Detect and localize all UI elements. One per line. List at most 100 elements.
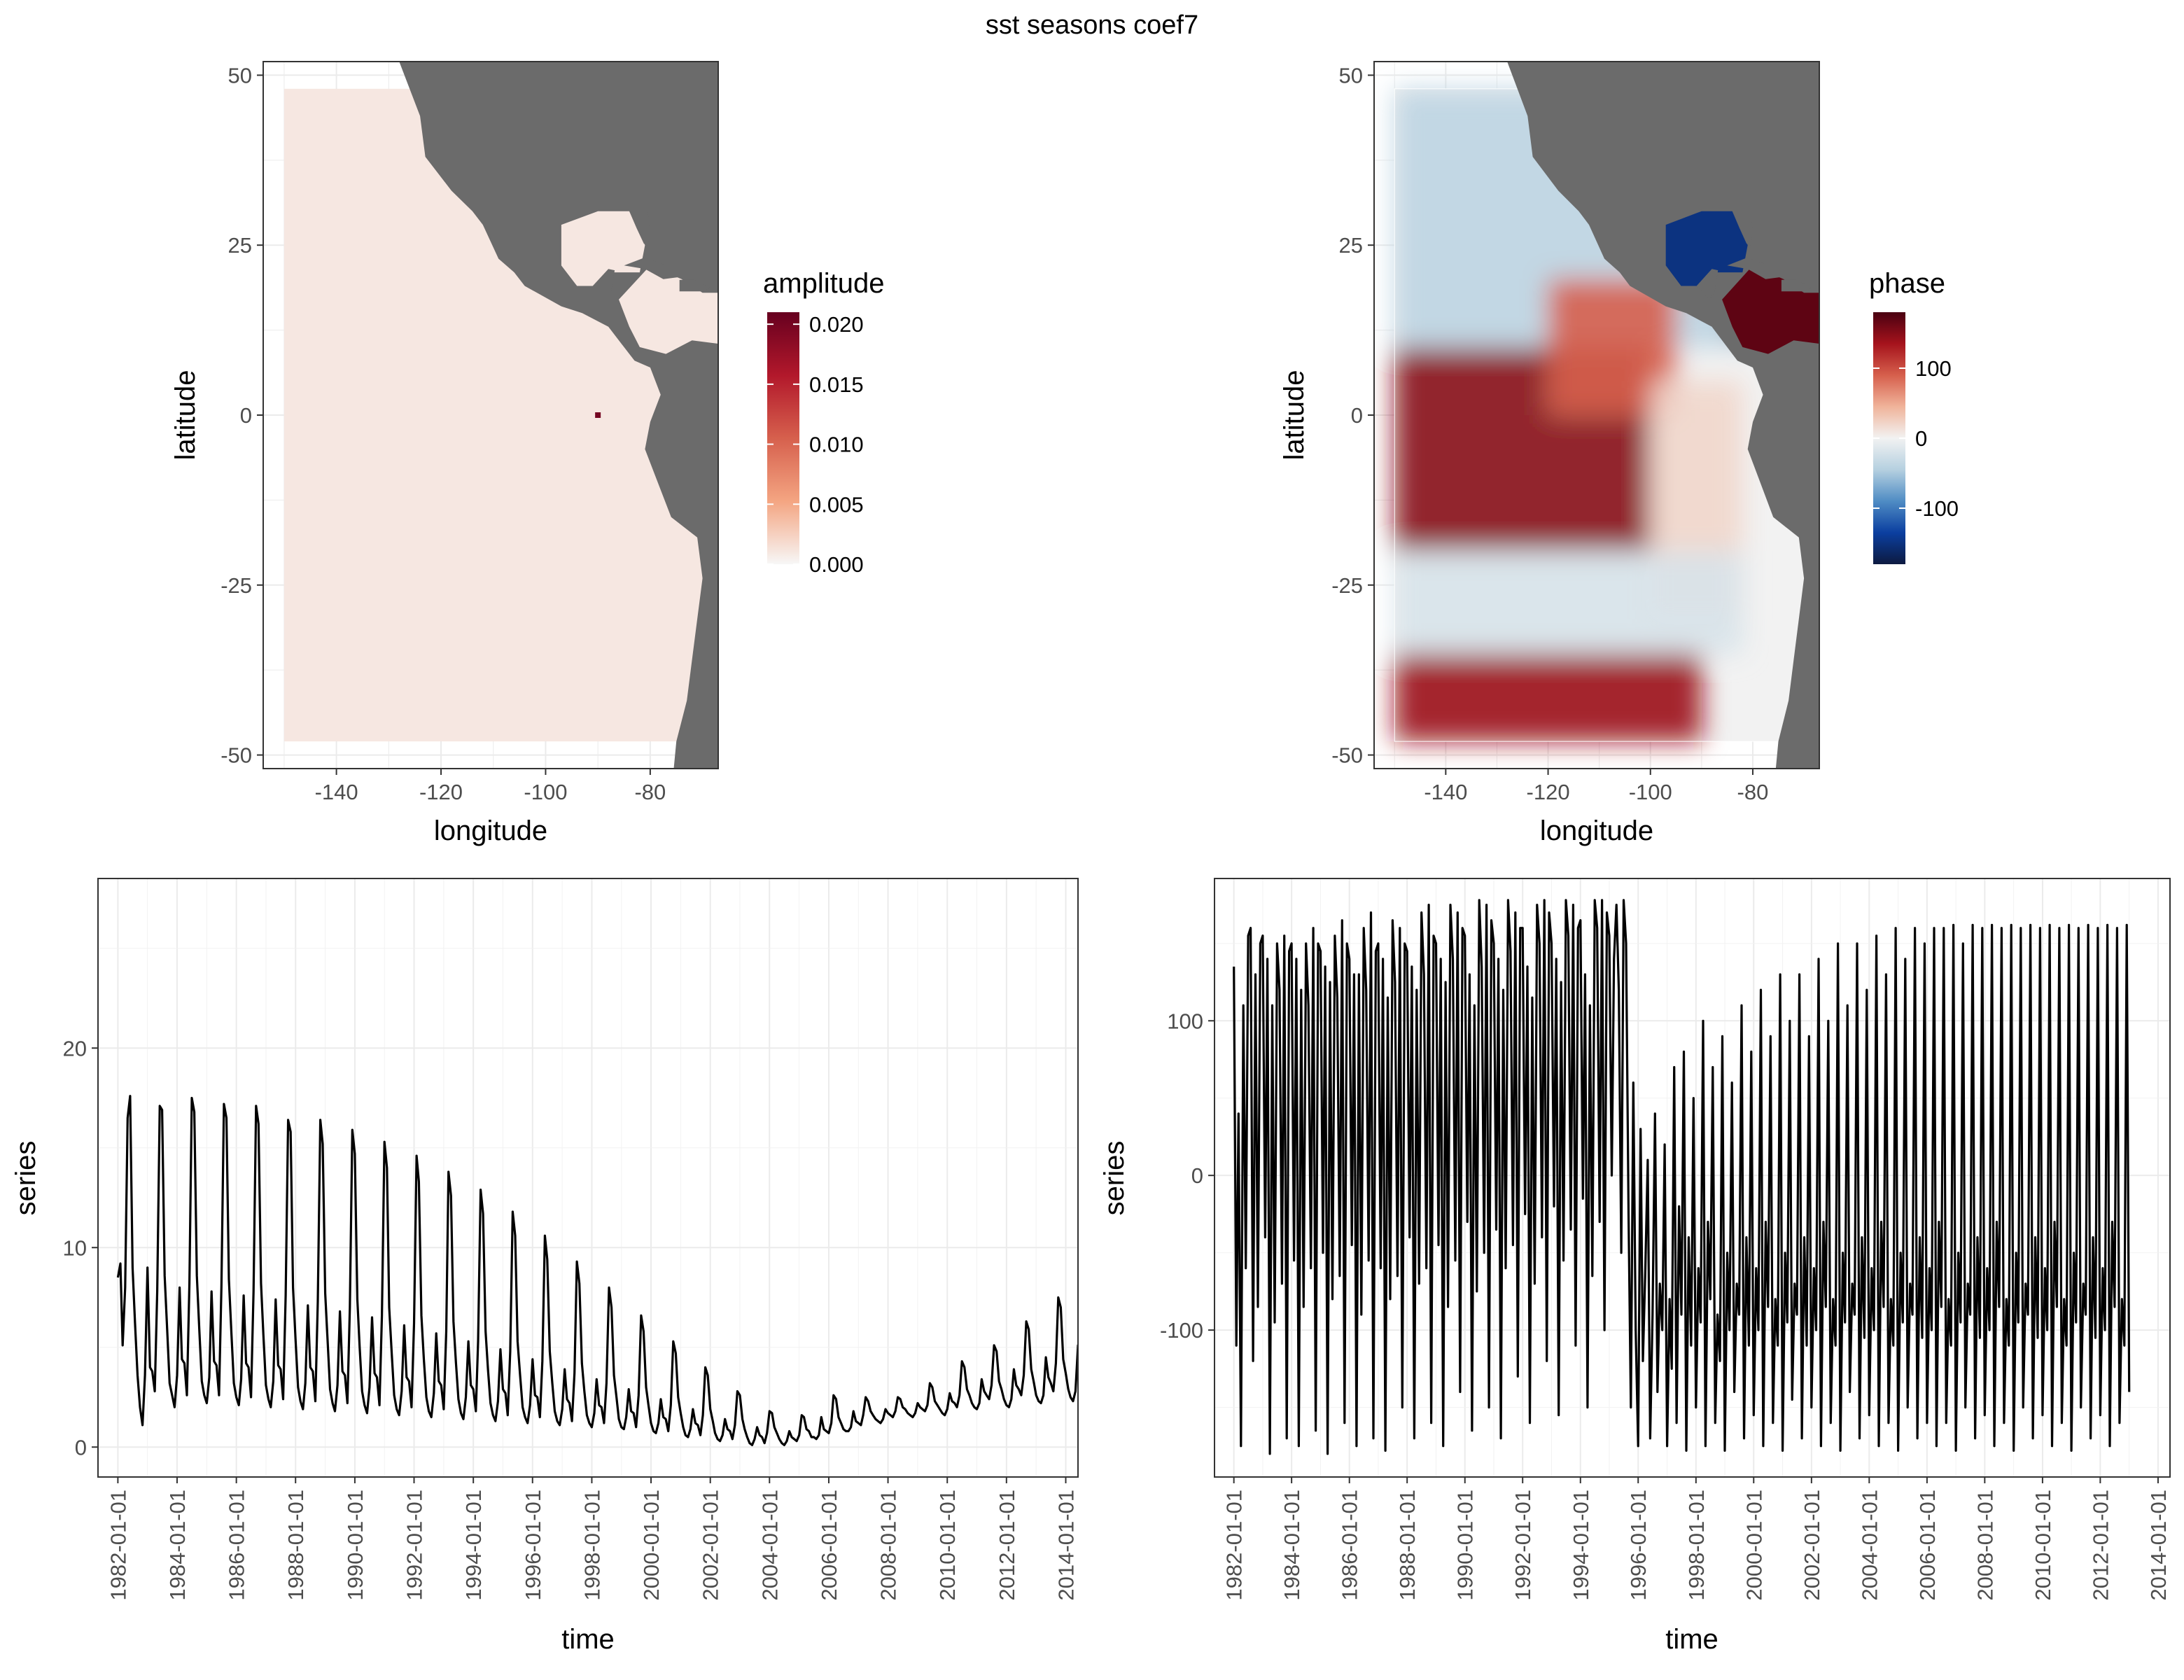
series-x-tick-label: 1994-01-01	[1569, 1490, 1593, 1601]
series-x-tick-label: 2010-01-01	[935, 1490, 960, 1601]
series-y-tick-label: 10	[63, 1236, 87, 1260]
series-x-tick-label: 1990-01-01	[1453, 1490, 1478, 1601]
series-x-tick-label: 1982-01-01	[106, 1490, 130, 1601]
colorbar-tick-label: 0.005	[809, 492, 864, 517]
phase-legend: phase -100 0 100	[1869, 268, 1959, 564]
phase-map-land	[1507, 62, 1819, 769]
series-x-tick-label: 1996-01-01	[521, 1490, 545, 1601]
map-y-tick-label: -25	[220, 573, 252, 598]
amplitude-series-y-axis-title: series	[10, 1141, 41, 1216]
series-x-tick-label: 1982-01-01	[1222, 1490, 1247, 1601]
series-x-tick-label: 2012-01-01	[2088, 1490, 2113, 1601]
series-y-tick-label: 100	[1167, 1009, 1203, 1033]
phase-map-ticks: -140 -120 -100 -80 -50 -25 0 25 50	[1331, 63, 1768, 804]
series-x-tick-label: 1988-01-01	[1395, 1490, 1420, 1601]
series-x-tick-label: 2006-01-01	[817, 1490, 841, 1601]
map-x-tick-label: -100	[1629, 780, 1672, 804]
figure-title: sst seasons coef7	[986, 10, 1198, 40]
map-x-tick-label: -120	[419, 780, 463, 804]
amplitude-hotspot	[595, 412, 601, 418]
land-hispaniola	[1781, 279, 1812, 292]
map-x-tick-label: -100	[524, 780, 567, 804]
series-x-tick-label: 2014-01-01	[2146, 1490, 2171, 1601]
series-x-tick-label: 2010-01-01	[2031, 1490, 2055, 1601]
map-y-tick-label: 25	[228, 233, 252, 258]
map-y-tick-label: 50	[1339, 63, 1363, 88]
amplitude-series-ticks: 1982-01-01 1984-01-01 1986-01-01 1988-01-01…	[63, 1036, 1079, 1600]
series-x-tick-label: 2012-01-01	[995, 1490, 1019, 1601]
series-x-tick-label: 1994-01-01	[461, 1490, 486, 1601]
series-y-tick-label: 20	[63, 1036, 87, 1060]
land-yucatan	[592, 269, 615, 300]
colorbar-tick-label: 0.020	[809, 312, 864, 337]
amplitude-map-panel: -140 -120 -100 -80 -50 -25 0 25 50 longitude lat…	[170, 61, 884, 846]
map-y-tick-label: 50	[228, 63, 252, 88]
amplitude-legend: amplitude 0.000 0.005 0.010 0.015 0.020	[763, 268, 884, 577]
series-x-tick-label: 1992-01-01	[1511, 1490, 1535, 1601]
series-x-tick-label: 1992-01-01	[402, 1490, 427, 1601]
map-x-tick-label: -140	[1424, 780, 1467, 804]
colorbar-tick-label: 100	[1915, 356, 1952, 381]
colorbar-tick-label: -100	[1915, 496, 1959, 521]
series-x-tick-label: 2004-01-01	[1857, 1490, 1882, 1601]
series-x-tick-label: 1996-01-01	[1626, 1490, 1651, 1601]
phase-region	[1394, 652, 1702, 742]
map-x-tick-label: -140	[315, 780, 358, 804]
series-x-tick-label: 2006-01-01	[1915, 1490, 1940, 1601]
map-y-tick-label: -50	[220, 743, 252, 768]
amplitude-map-y-axis-title: latitude	[170, 370, 201, 461]
series-x-tick-label: 1988-01-01	[284, 1490, 308, 1601]
phase-series-panel: 1982-01-01 1984-01-01 1986-01-01 1988-01-01…	[1099, 878, 2171, 1655]
map-x-tick-label: -80	[634, 780, 666, 804]
series-x-tick-label: 1986-01-01	[1338, 1490, 1362, 1601]
land-florida	[1732, 211, 1753, 246]
colorbar-tick-label: 0.010	[809, 433, 864, 457]
phase-series-ticks: 1982-01-01 1984-01-01 1986-01-01 1988-01-01…	[1160, 1009, 2171, 1600]
series-x-tick-label: 2014-01-01	[1054, 1490, 1079, 1601]
phase-series-x-axis-title: time	[1665, 1624, 1718, 1655]
series-x-tick-label: 1998-01-01	[1684, 1490, 1709, 1601]
series-x-tick-label: 2002-01-01	[699, 1490, 723, 1601]
land-cuba	[1727, 257, 1782, 279]
series-x-tick-label: 1998-01-01	[580, 1490, 604, 1601]
gulf-of-mexico-water	[561, 211, 645, 293]
amplitude-map-x-axis-title: longitude	[434, 816, 547, 846]
map-y-tick-label: 0	[1351, 403, 1363, 428]
amplitude-series-x-axis-title: time	[561, 1624, 615, 1655]
colorbar-tick-label: 0.000	[809, 552, 864, 577]
map-x-tick-label: -80	[1737, 780, 1769, 804]
amplitude-series-panel: 1982-01-01 1984-01-01 1986-01-01 1988-01-01…	[10, 878, 1079, 1655]
phase-map-y-axis-title: latitude	[1279, 370, 1310, 461]
map-y-tick-label: 25	[1339, 233, 1363, 258]
phase-region	[1394, 551, 1743, 653]
series-x-tick-label: 1984-01-01	[1280, 1490, 1304, 1601]
phase-map-panel: -140 -120 -100 -80 -50 -25 0 25 50 longitude lat…	[1279, 61, 1959, 846]
amplitude-series-line	[116, 1095, 1078, 1446]
amplitude-series-plot-area	[98, 878, 1078, 1477]
phase-series-panel-border	[1214, 878, 2171, 1478]
colorbar-tick-label: 0	[1915, 426, 1927, 451]
phase-legend-title: phase	[1869, 268, 1945, 299]
series-y-tick-label: 0	[75, 1435, 87, 1460]
amplitude-map-land	[399, 62, 718, 769]
map-y-tick-label: -25	[1331, 573, 1363, 598]
series-x-tick-label: 2008-01-01	[1973, 1490, 1997, 1601]
series-x-tick-label: 1986-01-01	[225, 1490, 249, 1601]
map-x-tick-label: -120	[1527, 780, 1570, 804]
land-florida	[629, 211, 650, 246]
phase-series-line	[1233, 899, 2131, 1455]
amplitude-legend-title: amplitude	[763, 268, 884, 299]
colorbar-tick-label: 0.015	[809, 372, 864, 397]
amplitude-series-gridlines	[98, 878, 1078, 1477]
series-x-tick-label: 2002-01-01	[1800, 1490, 1824, 1601]
phase-series-y-axis-title: series	[1099, 1141, 1130, 1216]
amplitude-map-ticks: -140 -120 -100 -80 -50 -25 0 25 50	[220, 63, 666, 804]
series-x-tick-label: 2004-01-01	[757, 1490, 782, 1601]
gulf-of-mexico-water	[1665, 211, 1748, 293]
map-y-tick-label: -50	[1331, 743, 1363, 768]
series-x-tick-label: 1984-01-01	[165, 1490, 190, 1601]
series-x-tick-label: 2000-01-01	[639, 1490, 664, 1601]
phase-map-x-axis-title: longitude	[1540, 816, 1653, 846]
series-y-tick-label: -100	[1160, 1318, 1203, 1343]
